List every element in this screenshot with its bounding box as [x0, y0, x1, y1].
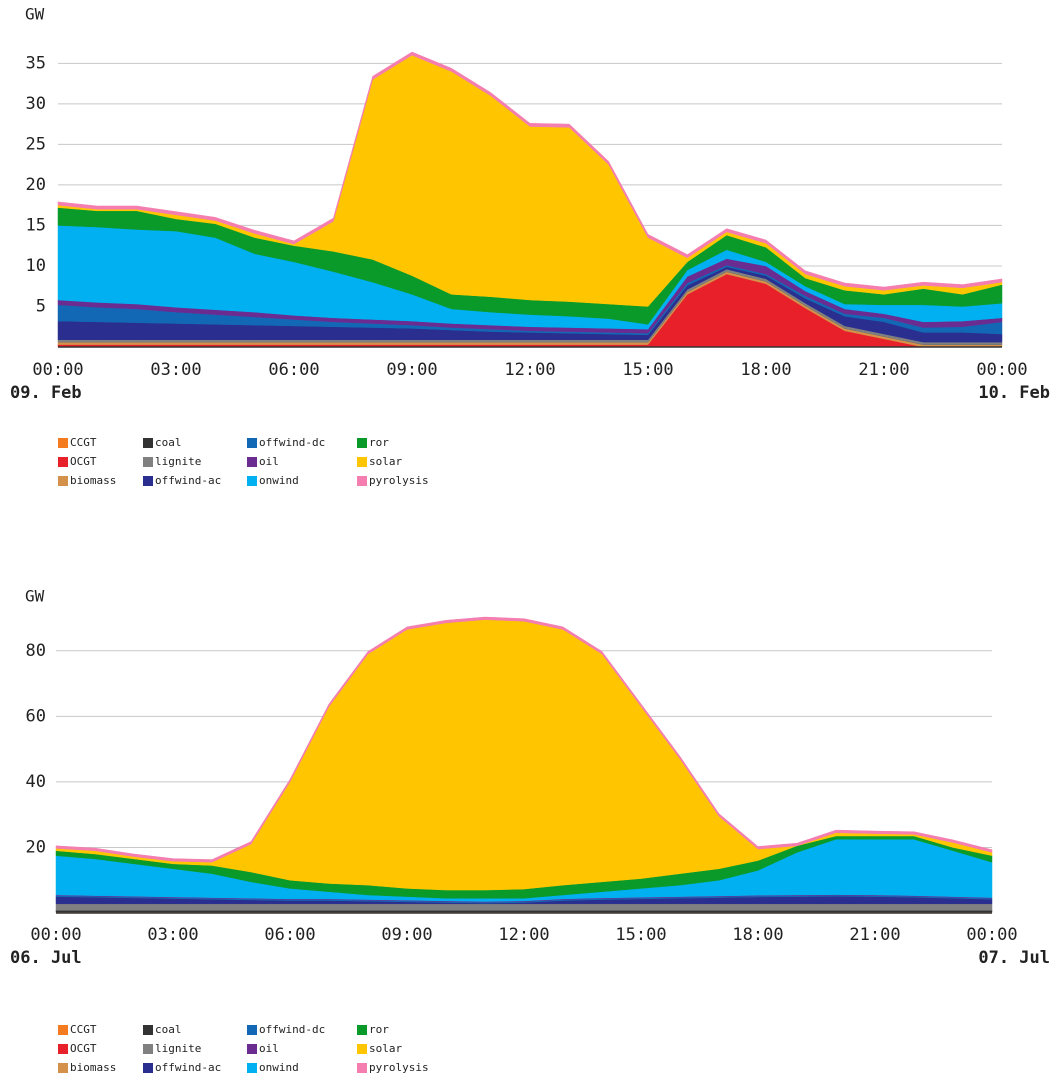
- legend-label: ror: [369, 1023, 389, 1036]
- y-tick-label: 20: [26, 837, 46, 857]
- legend-swatch: [143, 1044, 153, 1054]
- legend-label: ror: [369, 436, 389, 449]
- legend-swatch: [143, 1025, 153, 1035]
- legend-label: biomass: [70, 1061, 116, 1074]
- x-tick-label: 06:00: [264, 925, 315, 945]
- legend-label: offwind-dc: [259, 1023, 325, 1036]
- legend-swatch: [247, 476, 257, 486]
- x-tick-label: 00:00: [976, 360, 1027, 380]
- legend-label: pyrolysis: [369, 1061, 429, 1074]
- x-tick-label: 12:00: [504, 360, 555, 380]
- x-tick-label: 21:00: [858, 360, 909, 380]
- x-tick-label: 03:00: [147, 925, 198, 945]
- x-tick-label: 03:00: [150, 360, 201, 380]
- legend-swatch: [58, 476, 68, 486]
- legend-swatch: [143, 476, 153, 486]
- legend-swatch: [143, 457, 153, 467]
- legend-label: oil: [259, 1042, 279, 1055]
- date-label: 06. Jul: [10, 948, 82, 968]
- x-tick-label: 18:00: [732, 925, 783, 945]
- legend-label: OCGT: [70, 455, 97, 468]
- date-label: 07. Jul: [978, 948, 1050, 968]
- y-tick-label: 60: [26, 706, 46, 726]
- x-tick-label: 15:00: [622, 360, 673, 380]
- date-label: 10. Feb: [978, 383, 1050, 403]
- legend-label: lignite: [155, 1042, 201, 1055]
- x-tick-label: 12:00: [498, 925, 549, 945]
- y-tick-label: 20: [26, 175, 46, 195]
- legend-label: CCGT: [70, 436, 97, 449]
- legend-swatch: [247, 438, 257, 448]
- legend-label: coal: [155, 1023, 182, 1036]
- legend-label: onwind: [259, 1061, 299, 1074]
- y-tick-label: 5: [36, 296, 46, 316]
- legend-label: offwind-dc: [259, 436, 325, 449]
- legend-swatch: [58, 1063, 68, 1073]
- y-tick-label: 40: [26, 772, 46, 792]
- chart: GW 5 10 15 20 25 30 35 00:00 03:00 06:00 09:00 12:00…: [10, 5, 1050, 488]
- legend-swatch: [357, 1063, 367, 1073]
- x-tick-label: 18:00: [740, 360, 791, 380]
- x-tick-label: 00:00: [30, 925, 81, 945]
- legend-swatch: [58, 1044, 68, 1054]
- area-pyrolysis: [55, 616, 993, 863]
- x-tick-label: 21:00: [849, 925, 900, 945]
- y-tick-label: 80: [26, 641, 46, 661]
- y-axis-unit: GW: [25, 587, 45, 606]
- y-tick-label: 15: [26, 215, 46, 235]
- legend-label: OCGT: [70, 1042, 97, 1055]
- legend-label: CCGT: [70, 1023, 97, 1036]
- legend-label: offwind-ac: [155, 1061, 221, 1074]
- y-tick-label: 10: [26, 256, 46, 276]
- legend-label: pyrolysis: [369, 474, 429, 487]
- legend-label: offwind-ac: [155, 474, 221, 487]
- legend-swatch: [143, 438, 153, 448]
- legend-label: biomass: [70, 474, 116, 487]
- legend-label: lignite: [155, 455, 201, 468]
- legend-swatch: [58, 1025, 68, 1035]
- x-tick-label: 00:00: [32, 360, 83, 380]
- legend-swatch: [357, 457, 367, 467]
- x-tick-label: 00:00: [966, 925, 1017, 945]
- x-tick-label: 09:00: [381, 925, 432, 945]
- legend-label: onwind: [259, 474, 299, 487]
- legend-label: solar: [369, 455, 402, 468]
- legend-label: coal: [155, 436, 182, 449]
- legend-swatch: [58, 438, 68, 448]
- legend-swatch: [357, 476, 367, 486]
- legend-swatch: [247, 457, 257, 467]
- x-tick-label: 06:00: [268, 360, 319, 380]
- chart: GW 20 40 60 80 00:00 03:00 06:00 09:00 12:00 15:00…: [10, 587, 1050, 1075]
- legend-swatch: [247, 1044, 257, 1054]
- x-tick-label: 09:00: [386, 360, 437, 380]
- y-tick-label: 30: [26, 94, 46, 114]
- legend-swatch: [247, 1025, 257, 1035]
- y-tick-label: 25: [26, 134, 46, 154]
- legend-swatch: [143, 1063, 153, 1073]
- area-lignite: [55, 903, 993, 911]
- legend-swatch: [357, 1025, 367, 1035]
- date-label: 09. Feb: [10, 383, 82, 403]
- legend-label: oil: [259, 455, 279, 468]
- legend-swatch: [58, 457, 68, 467]
- legend-label: solar: [369, 1042, 402, 1055]
- legend-swatch: [357, 1044, 367, 1054]
- y-tick-label: 35: [26, 53, 46, 73]
- legend-swatch: [357, 438, 367, 448]
- x-tick-label: 15:00: [615, 925, 666, 945]
- y-axis-unit: GW: [25, 5, 45, 24]
- legend-swatch: [247, 1063, 257, 1073]
- area-pyrolysis: [57, 51, 1003, 291]
